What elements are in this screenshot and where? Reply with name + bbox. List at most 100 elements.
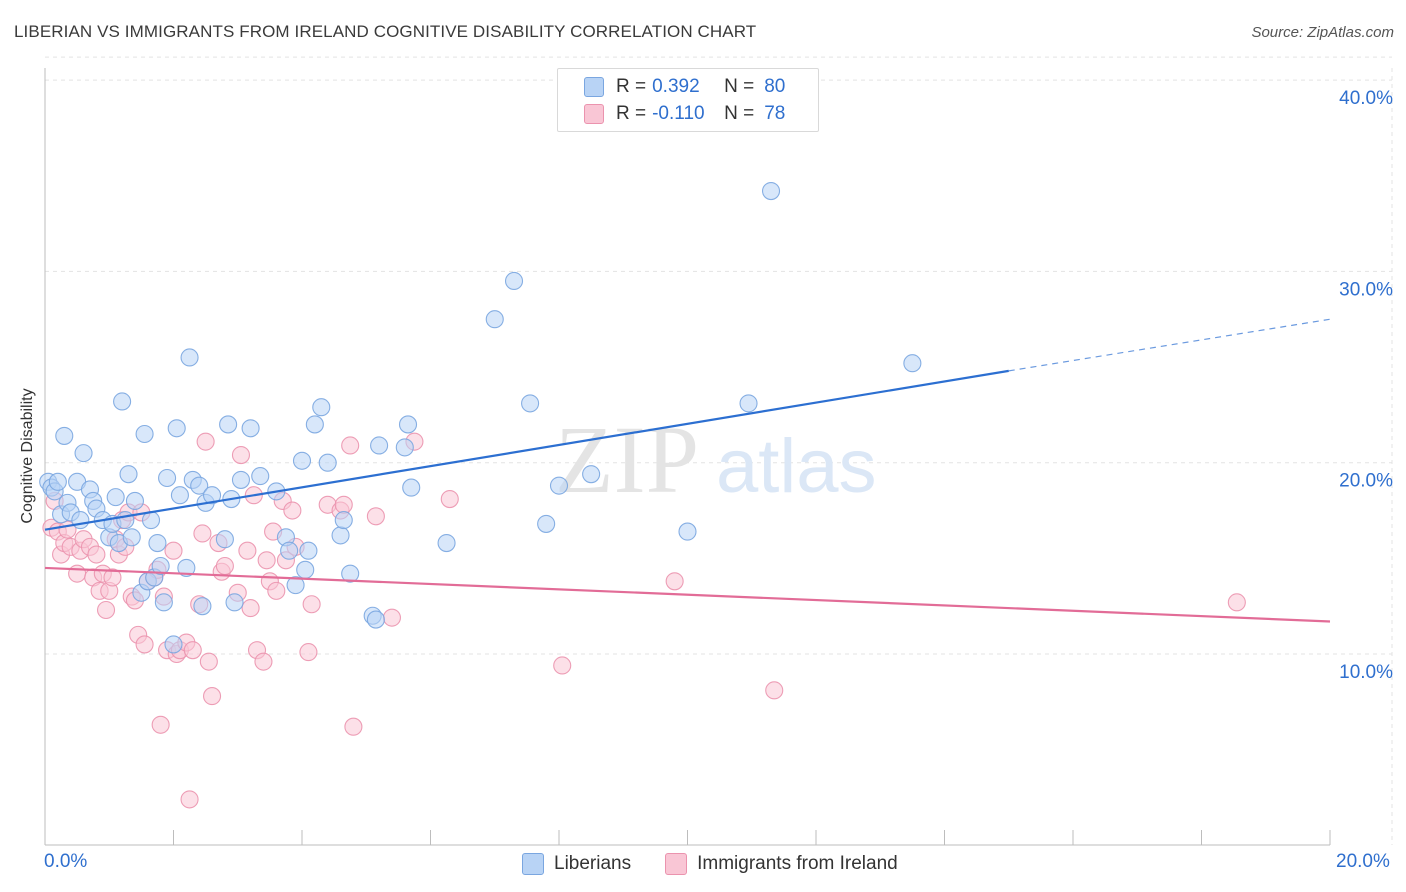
liberians-point-79 xyxy=(903,354,922,373)
ireland-point-58 xyxy=(267,581,286,600)
liberians-point-39 xyxy=(190,476,209,495)
watermark-zip: ZIP xyxy=(555,406,699,513)
ireland-point-38 xyxy=(180,790,199,809)
liberians-point-71 xyxy=(504,271,524,291)
ireland-point-61 xyxy=(283,501,302,520)
ireland-point-74 xyxy=(553,656,572,675)
liberians-point-19 xyxy=(113,392,132,411)
legend-item-ireland: Immigrants from Ireland xyxy=(665,853,898,875)
liberians-trend-line xyxy=(44,369,1009,531)
liberians-point-44 xyxy=(219,415,238,434)
liberians-point-77 xyxy=(739,394,758,413)
liberians-point-20 xyxy=(116,511,135,530)
series-legend: Liberians Immigrants from Ireland xyxy=(522,851,932,877)
liberians-point-66 xyxy=(395,438,414,457)
ireland-point-27 xyxy=(135,635,154,654)
ireland-point-50 xyxy=(238,541,257,560)
ireland-point-75 xyxy=(665,572,684,591)
liberians-point-78 xyxy=(761,182,781,201)
ireland-point-54 xyxy=(254,652,273,671)
liberians-point-35 xyxy=(170,486,189,505)
legend-r-value: -0.110 xyxy=(652,103,705,124)
ireland-point-51 xyxy=(241,599,260,618)
axes xyxy=(44,68,1331,846)
liberians-point-57 xyxy=(305,415,324,434)
liberians-point-54 xyxy=(292,451,312,470)
trend-lines xyxy=(44,318,1331,623)
legend-label-ireland: Immigrants from Ireland xyxy=(697,853,898,874)
liberians-point-48 xyxy=(241,419,260,438)
liberians-trend-extension xyxy=(1008,318,1331,372)
liberians-point-17 xyxy=(106,488,125,507)
ireland-point-17 xyxy=(103,568,122,587)
legend-n-label: N = xyxy=(724,76,755,97)
ireland-point-70 xyxy=(366,507,385,526)
legend-swatch-pink xyxy=(665,853,688,875)
liberians-point-70 xyxy=(485,310,504,329)
legend-row-liberians: R = 0.392 N = 80 xyxy=(584,75,785,99)
liberians-point-40 xyxy=(193,597,212,616)
liberians-point-9 xyxy=(71,511,90,530)
ireland-point-44 xyxy=(203,687,222,706)
liberians-point-72 xyxy=(521,394,540,413)
liberians-point-73 xyxy=(537,514,556,533)
ireland-point-76 xyxy=(765,681,784,700)
liberians-point-29 xyxy=(148,533,167,553)
legend-swatch-blue xyxy=(584,77,604,97)
liberians-point-34 xyxy=(167,419,186,438)
liberians-point-74 xyxy=(549,476,569,495)
ireland-point-64 xyxy=(302,595,321,614)
ireland-point-69 xyxy=(344,717,363,736)
legend-label-liberians: Liberians xyxy=(554,853,632,874)
liberians-point-56 xyxy=(299,541,318,560)
liberians-point-58 xyxy=(312,398,331,417)
liberians-point-61 xyxy=(334,511,353,530)
ireland-point-31 xyxy=(151,715,170,734)
legend-r-label: R = xyxy=(616,76,647,97)
ireland-point-12 xyxy=(87,545,106,564)
watermark: ZIP atlas xyxy=(555,406,877,513)
ireland-point-15 xyxy=(96,600,116,620)
y-tick-label-0: 10.0% xyxy=(1339,662,1393,683)
correlation-legend: R = 0.392 N = 80 R = -0.110 N = 78 xyxy=(557,68,819,132)
liberians-point-60 xyxy=(331,526,350,545)
ireland-point-7 xyxy=(68,564,87,583)
legend-n-value: 80 xyxy=(764,76,786,97)
liberians-point-43 xyxy=(215,530,234,549)
legend-swatch-blue xyxy=(522,853,544,875)
liberians-point-3 xyxy=(48,472,67,491)
x-tick-label-max: 20.0% xyxy=(1336,851,1390,872)
ireland-point-68 xyxy=(341,436,360,455)
liberians-point-37 xyxy=(180,348,199,367)
liberians-point-47 xyxy=(231,470,251,489)
ireland-point-49 xyxy=(231,445,251,465)
liberians-point-76 xyxy=(678,522,697,541)
ireland-trend-line xyxy=(44,566,1331,623)
liberians-point-53 xyxy=(286,576,305,595)
liberians-point-69 xyxy=(437,533,456,553)
x-tick-label-min: 0.0% xyxy=(44,851,88,872)
liberians-point-52 xyxy=(280,541,299,560)
y-tick-label-3: 40.0% xyxy=(1339,88,1393,109)
liberians-point-36 xyxy=(177,558,196,577)
liberians-point-30 xyxy=(151,556,170,576)
legend-r-label: R = xyxy=(616,103,647,124)
ireland-point-55 xyxy=(257,551,276,570)
legend-swatch-pink xyxy=(584,104,604,124)
chart-title: LIBERIAN VS IMMIGRANTS FROM IRELAND COGN… xyxy=(14,22,757,41)
liberians-point-5 xyxy=(55,426,74,445)
ireland-point-77 xyxy=(1227,593,1246,612)
liberians-point-67 xyxy=(398,415,418,434)
legend-item-liberians: Liberians xyxy=(522,853,631,875)
ireland-point-34 xyxy=(164,541,183,560)
liberians-point-46 xyxy=(225,593,244,612)
liberians-point-33 xyxy=(164,635,183,654)
liberians-point-62 xyxy=(341,564,360,583)
liberians-point-23 xyxy=(125,491,144,511)
ireland-point-71 xyxy=(382,608,402,627)
liberians-point-49 xyxy=(251,467,270,486)
source-label: Source: ZipAtlas.com xyxy=(1251,24,1394,41)
ireland-point-39 xyxy=(183,641,202,660)
ireland-point-67 xyxy=(334,495,353,514)
